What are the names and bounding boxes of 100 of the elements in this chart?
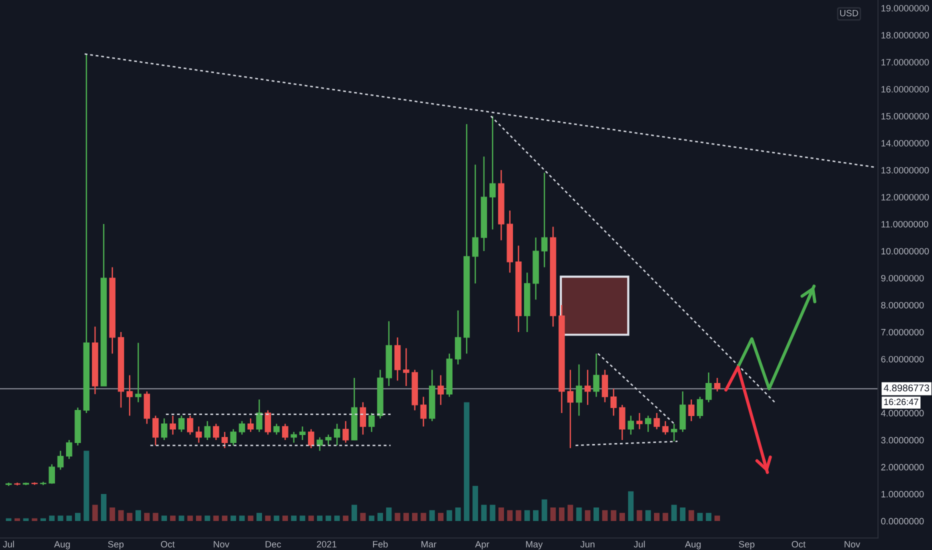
bar	[161, 516, 167, 521]
y-tick-label: 2.0000000	[881, 464, 924, 470]
bar	[697, 512, 703, 521]
y-tick-label: 13.0000000	[881, 166, 929, 174]
bar	[542, 499, 548, 521]
candlestick	[264, 410, 272, 436]
bar	[403, 512, 409, 521]
bar	[490, 504, 496, 521]
candlestick	[161, 418, 168, 441]
y-tick-label: 0.0000000	[881, 518, 924, 524]
candlestick	[576, 364, 582, 416]
bar	[66, 516, 72, 521]
candlestick	[688, 398, 694, 422]
bar	[300, 516, 306, 521]
bar	[282, 516, 288, 521]
bar	[75, 512, 81, 521]
x-tick-label: Sep	[738, 541, 754, 550]
bar	[516, 510, 522, 521]
candlestick	[316, 436, 323, 452]
candlestick	[696, 396, 704, 420]
y-tick-label: 16.0000000	[881, 86, 929, 92]
bar	[352, 504, 358, 521]
bar	[230, 516, 236, 521]
bar	[438, 512, 444, 521]
bar	[706, 512, 712, 521]
bar	[412, 512, 418, 521]
candlestick	[454, 310, 462, 366]
candlestick	[368, 412, 375, 433]
candlestick	[187, 415, 194, 436]
bar	[49, 516, 55, 521]
candlestick	[66, 439, 72, 460]
bar	[429, 510, 435, 521]
text: 16:26:47	[884, 398, 918, 406]
bar	[334, 516, 340, 521]
y-tick-label: 6.0000000	[881, 356, 924, 362]
bar	[481, 504, 487, 521]
bar	[152, 512, 158, 521]
candlestick	[230, 428, 236, 446]
candlestick	[273, 423, 280, 436]
candlestick	[57, 450, 64, 470]
candlestick	[325, 434, 332, 446]
y-tick-label: 10.0000000	[881, 248, 929, 254]
candlestick	[584, 369, 591, 406]
bar	[628, 491, 634, 521]
y-tick-label: 4.0000000	[880, 410, 924, 416]
bar	[274, 516, 280, 521]
bar	[222, 516, 228, 521]
candlestick	[619, 404, 626, 441]
bar	[239, 516, 245, 521]
candlestick	[238, 420, 246, 436]
bar	[248, 516, 254, 521]
candlestick	[420, 396, 427, 428]
bar	[342, 516, 348, 521]
x-tick-label: Mar	[421, 541, 436, 548]
x-tick-label: Nov	[844, 541, 860, 548]
bar	[394, 512, 400, 521]
candlestick	[628, 415, 634, 436]
bar	[584, 510, 590, 521]
bar	[14, 518, 20, 521]
candlestick	[196, 426, 202, 444]
bar	[420, 512, 426, 521]
candlestick	[170, 415, 176, 436]
y-tick-label: 18.0000000	[881, 32, 929, 39]
bar	[291, 516, 297, 521]
bar	[636, 510, 642, 521]
bar	[654, 512, 660, 521]
bar	[472, 486, 478, 521]
x-tick-label: May	[526, 541, 543, 550]
bar	[688, 510, 694, 521]
bar	[576, 507, 582, 521]
y-tick-label: 19.0000000	[881, 5, 929, 12]
bar	[714, 516, 720, 521]
y-tick-label: 3.0000000	[881, 436, 924, 444]
candlestick	[247, 418, 254, 433]
bar	[507, 510, 513, 521]
y-tick-label: 9.0000000	[881, 274, 924, 282]
candlestick	[14, 482, 20, 486]
bar	[196, 516, 202, 521]
candlestick	[204, 420, 211, 441]
bar	[23, 518, 29, 521]
bar	[446, 510, 452, 521]
bar	[619, 512, 625, 521]
y-tick-label: 12.0000000	[881, 194, 929, 200]
x-tick-label: Sep	[108, 541, 124, 550]
bar	[110, 507, 116, 521]
bar	[6, 518, 12, 521]
bar	[40, 518, 46, 521]
candlestick	[438, 374, 444, 406]
candlestick	[178, 415, 185, 433]
bar	[671, 504, 677, 521]
x-tick-label: Nov	[214, 541, 230, 548]
y-tick-label: 7.0000000	[881, 328, 924, 336]
y-tick-label: 14.0000000	[881, 140, 929, 146]
candlestick	[670, 423, 678, 442]
x-tick-label: Oct	[160, 541, 175, 548]
y-tick-label: 11.0000000	[881, 220, 928, 228]
candlestick	[290, 431, 297, 444]
bar	[58, 516, 64, 521]
bar	[558, 507, 564, 521]
bar	[170, 516, 176, 521]
